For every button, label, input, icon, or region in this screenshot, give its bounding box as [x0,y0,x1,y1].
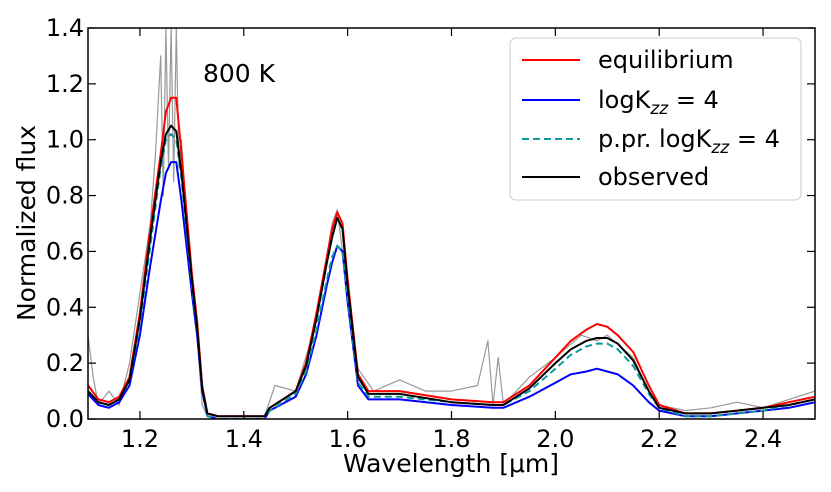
series-line-equilibrium [88,96,815,418]
y-axis-title: Normalized flux [12,125,41,321]
legend-entries: equilibrium logKzz = 4 p.pr. logKzz = 4 obs… [522,46,780,191]
ticks-layer: 1.2 1.4 1.6 1.8 2.0 2.2 2.4 0.0 0.2 0.4 0.6 0.8 1.0 1… [46,14,815,453]
legend-label: equilibrium [598,46,734,74]
x-tick-label: 1.8 [432,425,470,453]
legend-frame [509,37,802,201]
y-tick-label: 0.0 [46,405,84,433]
y-tick-label: 1.0 [46,126,84,154]
y-tick-label: 1.4 [46,14,84,42]
legend-label: observed [598,163,709,191]
x-tick-label: 2.2 [640,425,678,453]
y-tick-label: 0.8 [46,182,84,210]
x-tick-label: 1.4 [225,425,263,453]
x-axis-title: Wavelength [μm] [343,449,559,478]
series-layer [88,28,815,419]
x-tick-label: 2.4 [744,425,782,453]
y-tick-label: 0.4 [46,293,84,321]
y-tick-label: 0.2 [46,349,84,377]
y-tick-label: 1.2 [46,70,84,98]
series-line-logk-zz-4 [88,161,815,419]
legend-label: logKzz = 4 [598,86,719,119]
legend-label: p.pr. logKzz = 4 [598,125,780,158]
legend: equilibrium logKzz = 4 p.pr. logKzz = 4 obs… [509,37,802,201]
x-tick-label: 2.0 [536,425,574,453]
temperature-annotation: 800 K [203,59,276,88]
series-line-observed [88,124,815,418]
y-tick-label: 0.6 [46,237,84,265]
x-tick-label: 1.2 [121,425,159,453]
x-tick-label: 1.6 [329,425,367,453]
